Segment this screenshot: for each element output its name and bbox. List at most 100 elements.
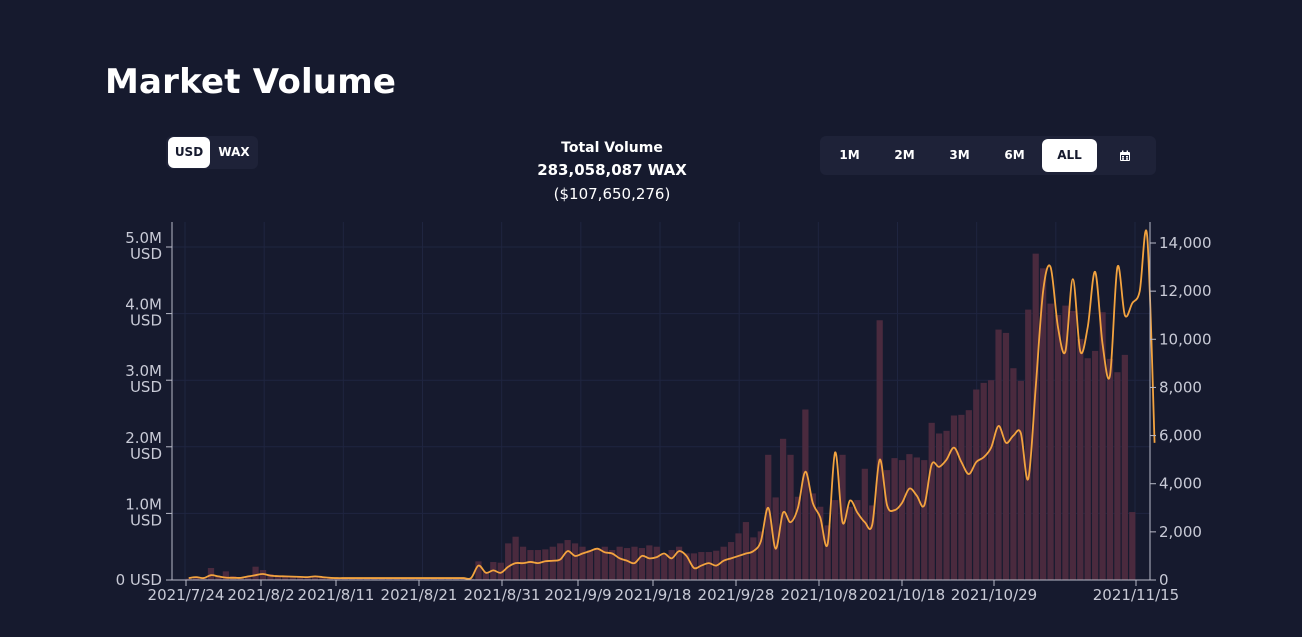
right-tick-label: 12,000: [1159, 282, 1212, 300]
volume-bar: [564, 540, 571, 580]
volume-bar: [415, 578, 423, 580]
volume-bar: [1114, 372, 1121, 580]
volume-bar: [742, 522, 750, 580]
volume-bar: [765, 454, 772, 580]
volume-bar: [579, 546, 586, 580]
volume-bar: [601, 546, 608, 580]
volume-bar: [943, 430, 950, 580]
volume-bar: [876, 320, 883, 580]
volume-bar: [898, 460, 906, 580]
volume-bar: [356, 578, 363, 580]
volume-bar: [846, 506, 854, 580]
volume-bar: [891, 458, 898, 580]
right-tick-label: 4,000: [1159, 475, 1202, 493]
volume-bar: [958, 414, 965, 580]
volume-bar: [460, 578, 467, 580]
volume-bar: [408, 578, 415, 580]
volume-bar: [557, 543, 564, 580]
volume-bar: [661, 554, 668, 580]
volume-bar: [1047, 303, 1054, 580]
volume-bar: [594, 548, 601, 580]
volume-bar: [817, 506, 824, 580]
volume-bar: [757, 531, 764, 580]
volume-bar: [653, 546, 660, 580]
left-tick-label: 0 USD: [116, 571, 162, 589]
range-all-button[interactable]: ALL: [1042, 139, 1097, 172]
volume-bar: [973, 389, 980, 580]
volume-bar: [274, 576, 281, 580]
left-tick-unit: USD: [130, 378, 162, 396]
total-volume-summary: Total Volume 283,058,087 WAX ($107,650,2…: [512, 138, 712, 206]
volume-bar: [319, 578, 326, 580]
volume-bar: [988, 380, 995, 580]
volume-bar: [445, 578, 452, 580]
right-tick-label: 6,000: [1159, 427, 1202, 445]
range-3m-button[interactable]: 3M: [949, 148, 970, 162]
x-tick-label: 2021/7/24: [148, 586, 225, 604]
volume-bar: [854, 500, 861, 580]
volume-bar: [534, 550, 542, 580]
right-tick-label: 0: [1159, 571, 1169, 589]
volume-bar: [430, 578, 438, 580]
range-6m-button[interactable]: 6M: [1004, 148, 1025, 162]
volume-bar: [549, 546, 556, 580]
volume-bar: [505, 543, 512, 580]
volume-bar: [297, 577, 304, 580]
volume-bar: [378, 578, 386, 580]
x-tick-label: 2021/9/18: [615, 586, 692, 604]
volume-bar: [802, 409, 809, 580]
x-tick-label: 2021/8/31: [464, 586, 541, 604]
range-selector: 1M 2M 3M 6M ALL: [820, 136, 1156, 175]
volume-bar: [720, 546, 727, 580]
volume-bar: [193, 577, 200, 580]
volume-bar: [527, 550, 534, 580]
range-2m-button[interactable]: 2M: [894, 148, 915, 162]
volume-bar: [1054, 314, 1062, 580]
volume-bar: [683, 553, 690, 580]
volume-bar: [371, 578, 378, 580]
volume-bar: [349, 578, 356, 580]
left-tick-label: 4.0M: [125, 296, 162, 314]
volume-bar: [1129, 512, 1136, 580]
volume-bar: [787, 454, 794, 580]
volume-bar: [341, 578, 348, 580]
volume-bar: [928, 422, 935, 580]
left-tick-unit: USD: [130, 312, 162, 330]
volume-bar: [675, 546, 683, 580]
left-tick-label: 5.0M: [125, 229, 162, 247]
wax-button[interactable]: WAX: [218, 145, 250, 159]
volume-bar: [207, 568, 215, 580]
volume-bar: [401, 578, 408, 580]
x-tick-label: 2021/8/21: [381, 586, 458, 604]
volume-bar: [215, 576, 222, 580]
volume-bar: [282, 576, 289, 580]
volume-bar: [252, 566, 259, 580]
volume-bar: [861, 468, 868, 580]
usd-button[interactable]: USD: [168, 137, 210, 168]
volume-bar: [482, 572, 490, 580]
volume-bar: [705, 552, 712, 580]
volume-bar: [623, 548, 631, 580]
volume-bar: [571, 543, 579, 580]
volume-bar: [935, 433, 943, 580]
volume-bar: [326, 578, 333, 580]
volume-line: [188, 229, 1156, 580]
range-1m-button[interactable]: 1M: [839, 148, 860, 162]
calendar-button[interactable]: [1097, 139, 1152, 172]
right-tick-label: 8,000: [1159, 378, 1202, 396]
volume-bar: [921, 460, 928, 580]
right-tick-label: 2,000: [1159, 523, 1202, 541]
x-tick-label: 2021/11/15: [1093, 586, 1179, 604]
volume-bar: [1032, 253, 1039, 580]
total-volume-usd: ($107,650,276): [553, 185, 671, 203]
volume-bar: [1017, 380, 1024, 580]
x-tick-label: 2021/9/9: [544, 586, 611, 604]
x-tick-label: 2021/9/28: [698, 586, 775, 604]
currency-toggle: USD WAX: [166, 136, 258, 169]
volume-bar: [831, 500, 839, 580]
volume-bar: [586, 550, 594, 580]
volume-bar: [1040, 268, 1047, 580]
volume-bar: [512, 536, 519, 580]
volume-bar: [245, 577, 252, 580]
volume-bar: [965, 410, 972, 580]
